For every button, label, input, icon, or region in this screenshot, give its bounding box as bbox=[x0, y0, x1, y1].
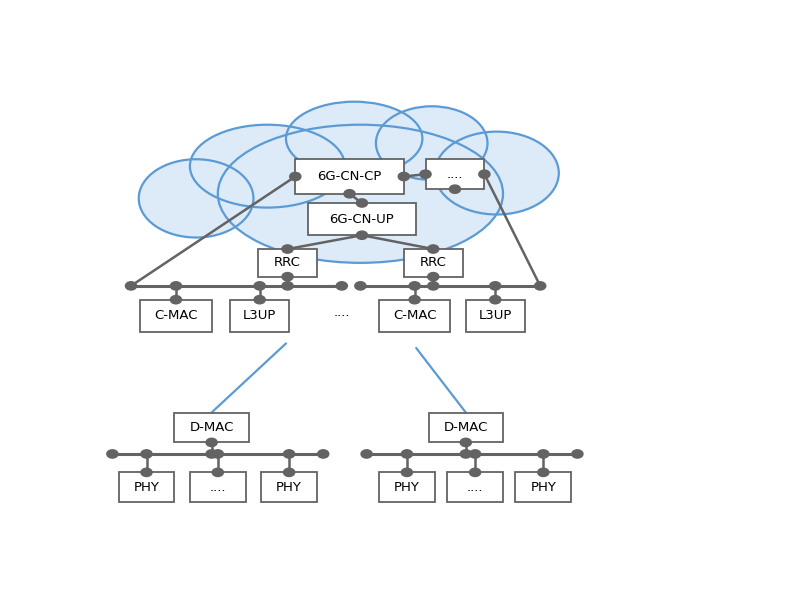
FancyBboxPatch shape bbox=[379, 300, 450, 332]
Circle shape bbox=[409, 282, 420, 290]
Circle shape bbox=[282, 245, 293, 253]
Circle shape bbox=[460, 450, 471, 458]
FancyBboxPatch shape bbox=[308, 203, 416, 235]
Circle shape bbox=[402, 450, 413, 458]
FancyBboxPatch shape bbox=[140, 300, 211, 332]
Circle shape bbox=[538, 468, 549, 477]
Circle shape bbox=[283, 450, 294, 458]
Circle shape bbox=[490, 295, 501, 304]
Text: RRC: RRC bbox=[274, 257, 301, 269]
Text: PHY: PHY bbox=[276, 481, 302, 494]
Circle shape bbox=[283, 468, 294, 477]
Circle shape bbox=[409, 295, 420, 304]
Circle shape bbox=[534, 282, 546, 290]
Circle shape bbox=[428, 245, 439, 253]
Circle shape bbox=[212, 450, 223, 458]
Ellipse shape bbox=[218, 125, 503, 263]
FancyBboxPatch shape bbox=[190, 472, 246, 502]
Text: ....: .... bbox=[210, 481, 226, 494]
Circle shape bbox=[402, 468, 413, 477]
Text: ....: .... bbox=[446, 167, 463, 181]
Circle shape bbox=[470, 450, 481, 458]
Text: D-MAC: D-MAC bbox=[444, 421, 488, 434]
Circle shape bbox=[290, 172, 301, 181]
Ellipse shape bbox=[190, 125, 345, 208]
Circle shape bbox=[206, 438, 217, 447]
Text: C-MAC: C-MAC bbox=[154, 309, 198, 322]
FancyBboxPatch shape bbox=[262, 472, 317, 502]
Circle shape bbox=[470, 468, 481, 477]
Circle shape bbox=[170, 282, 182, 290]
FancyBboxPatch shape bbox=[426, 159, 485, 189]
Circle shape bbox=[141, 450, 152, 458]
Ellipse shape bbox=[286, 102, 422, 175]
FancyBboxPatch shape bbox=[466, 300, 525, 332]
Text: ....: .... bbox=[467, 481, 483, 494]
Text: 6G-CN-CP: 6G-CN-CP bbox=[318, 170, 382, 183]
Text: PHY: PHY bbox=[394, 481, 420, 494]
Text: C-MAC: C-MAC bbox=[393, 309, 437, 322]
Text: PHY: PHY bbox=[134, 481, 159, 494]
Circle shape bbox=[398, 172, 410, 181]
Circle shape bbox=[428, 273, 439, 281]
Circle shape bbox=[126, 282, 137, 290]
FancyBboxPatch shape bbox=[447, 472, 503, 502]
Circle shape bbox=[206, 450, 217, 458]
Text: RRC: RRC bbox=[420, 257, 446, 269]
Circle shape bbox=[141, 468, 152, 477]
Circle shape bbox=[344, 190, 355, 198]
Text: D-MAC: D-MAC bbox=[190, 421, 234, 434]
FancyBboxPatch shape bbox=[404, 249, 462, 277]
Ellipse shape bbox=[376, 106, 487, 180]
Circle shape bbox=[170, 295, 182, 304]
Circle shape bbox=[282, 273, 293, 281]
FancyBboxPatch shape bbox=[258, 249, 317, 277]
Circle shape bbox=[420, 170, 431, 178]
FancyBboxPatch shape bbox=[174, 413, 249, 443]
Text: L3UP: L3UP bbox=[478, 309, 512, 322]
Text: ....: .... bbox=[334, 306, 350, 319]
Ellipse shape bbox=[435, 132, 558, 215]
Circle shape bbox=[254, 282, 266, 290]
Circle shape bbox=[479, 170, 490, 178]
Circle shape bbox=[355, 282, 366, 290]
Circle shape bbox=[212, 468, 223, 477]
Circle shape bbox=[428, 282, 439, 290]
FancyBboxPatch shape bbox=[379, 472, 435, 502]
Circle shape bbox=[356, 199, 367, 207]
Ellipse shape bbox=[138, 159, 254, 237]
Circle shape bbox=[572, 450, 583, 458]
Circle shape bbox=[490, 282, 501, 290]
Circle shape bbox=[450, 185, 461, 193]
Circle shape bbox=[282, 282, 293, 290]
Circle shape bbox=[107, 450, 118, 458]
Circle shape bbox=[460, 438, 471, 447]
Circle shape bbox=[336, 282, 347, 290]
Circle shape bbox=[254, 295, 266, 304]
Text: PHY: PHY bbox=[530, 481, 556, 494]
FancyBboxPatch shape bbox=[429, 413, 503, 443]
FancyBboxPatch shape bbox=[515, 472, 571, 502]
Circle shape bbox=[356, 231, 367, 239]
Text: L3UP: L3UP bbox=[243, 309, 276, 322]
FancyBboxPatch shape bbox=[118, 472, 174, 502]
FancyBboxPatch shape bbox=[230, 300, 289, 332]
Circle shape bbox=[538, 450, 549, 458]
FancyBboxPatch shape bbox=[295, 159, 404, 194]
Text: 6G-CN-UP: 6G-CN-UP bbox=[330, 213, 394, 225]
Circle shape bbox=[361, 450, 372, 458]
Circle shape bbox=[318, 450, 329, 458]
